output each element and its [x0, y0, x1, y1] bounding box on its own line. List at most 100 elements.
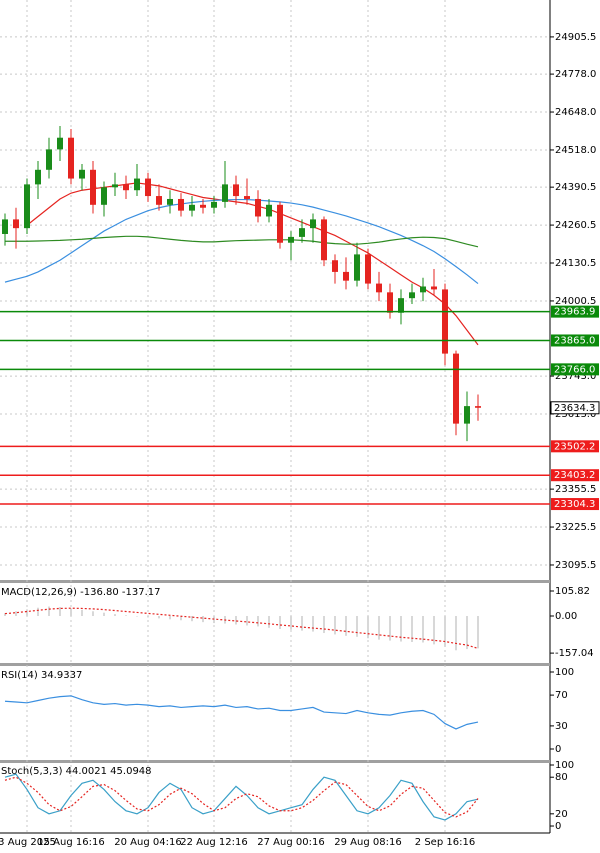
stoch-line: [4, 776, 479, 818]
candle-body: [310, 219, 316, 229]
y-tick-label: 24130.5: [555, 258, 596, 269]
y-tick-label: 24390.5: [555, 182, 596, 193]
candle-body: [222, 184, 228, 202]
candle-body: [277, 204, 283, 243]
candle-body: [145, 178, 151, 197]
candle-body: [343, 271, 349, 281]
candle-body: [244, 196, 250, 199]
macd-bar: [268, 615, 270, 628]
candle-body: [475, 406, 481, 408]
y-tick-label: 20: [555, 809, 568, 820]
y-tick-label: 23095.5: [555, 560, 596, 571]
y-tick-label: 24905.5: [555, 32, 596, 43]
candle-body: [387, 292, 393, 313]
macd-bar: [191, 615, 193, 622]
macd-bar: [257, 615, 259, 627]
macd-bar: [4, 613, 6, 616]
macd-bar: [389, 615, 391, 641]
candle-body: [233, 184, 239, 197]
y-tick-label: 70: [555, 690, 568, 701]
macd-bar: [114, 614, 116, 616]
macd-bar: [158, 615, 160, 619]
candle-body: [68, 137, 74, 179]
candle-body: [211, 201, 217, 208]
rsi-line: [4, 695, 479, 730]
x-tick-label: 20 Aug 04:16: [114, 837, 181, 848]
candle-body: [79, 169, 85, 179]
x-tick-label: 29 Aug 08:16: [334, 837, 401, 848]
y-tick-label: 0: [555, 821, 561, 832]
macd-bar: [70, 608, 72, 616]
macd-bar: [147, 615, 149, 618]
y-tick-label: 0.00: [555, 611, 577, 622]
last-price-box: [550, 401, 600, 415]
level-label-box: [551, 334, 599, 347]
y-tick-label: 23355.5: [555, 484, 596, 495]
candle-body: [288, 236, 294, 243]
panel-separator: [0, 580, 550, 583]
macd-bar: [92, 611, 94, 616]
y-tick-label: 80: [555, 772, 568, 783]
candle-body: [178, 198, 184, 211]
y-tick-label: 100: [555, 760, 574, 771]
candle-body: [442, 289, 448, 354]
candle-body: [321, 219, 327, 261]
macd-bar: [279, 615, 281, 629]
candle-body: [156, 196, 162, 205]
macd-bar: [323, 615, 325, 634]
macd-bar: [26, 609, 28, 616]
y-tick-label: 23613.0: [555, 409, 596, 420]
y-tick-label: 24000.5: [555, 296, 596, 307]
candle-body: [332, 260, 338, 272]
macd-bar: [422, 615, 424, 643]
x-tick-label: 22 Aug 12:16: [180, 837, 247, 848]
macd-bar: [48, 606, 50, 616]
macd-bar: [81, 609, 83, 616]
macd-bar: [400, 615, 402, 642]
candle-body: [299, 228, 305, 237]
y-tick-label: 105.82: [555, 586, 590, 597]
y-tick-label: 24778.0: [555, 69, 596, 80]
moving-average: [4, 198, 479, 285]
y-tick-label: 23225.5: [555, 522, 596, 533]
x-tick-label: 27 Aug 00:16: [257, 837, 324, 848]
level-label: 23766.0: [554, 364, 595, 375]
level-label-box: [551, 469, 599, 482]
macd-bar: [477, 615, 479, 649]
candle-body: [453, 353, 459, 424]
macd-bar: [246, 615, 248, 626]
level-label-box: [551, 363, 599, 376]
macd-bar: [301, 615, 303, 631]
macd-bar: [169, 615, 171, 620]
level-label: 23403.2: [554, 470, 595, 481]
macd-bar: [367, 615, 369, 639]
y-tick-label: 24260.5: [555, 220, 596, 231]
candle-body: [431, 286, 437, 290]
candle-body: [13, 219, 19, 229]
candle-body: [134, 178, 140, 191]
candle-body: [376, 283, 382, 293]
macd-bar: [444, 615, 446, 647]
level-label-box: [551, 498, 599, 511]
macd-bar: [103, 612, 105, 616]
level-label: 23963.9: [554, 307, 595, 318]
candle-body: [35, 169, 41, 185]
indicator-title: RSI(14) 34.9337: [1, 670, 82, 681]
macd-bar: [235, 615, 237, 625]
candle-body: [57, 137, 63, 150]
x-tick-label: 2 Sep 16:16: [415, 837, 475, 848]
candle-body: [409, 292, 415, 299]
macd-bar: [180, 615, 182, 621]
macd-bar: [466, 615, 468, 650]
y-tick-label: 0: [555, 744, 561, 755]
macd-bar: [356, 615, 358, 637]
macd-bar: [125, 615, 127, 616]
y-tick-label: 30: [555, 721, 568, 732]
macd-bar: [433, 615, 435, 645]
level-label: 23865.0: [554, 335, 595, 346]
candle-body: [90, 169, 96, 205]
y-tick-label: 23743.0: [555, 371, 596, 382]
macd-bar: [334, 615, 336, 635]
candle-body: [189, 204, 195, 211]
